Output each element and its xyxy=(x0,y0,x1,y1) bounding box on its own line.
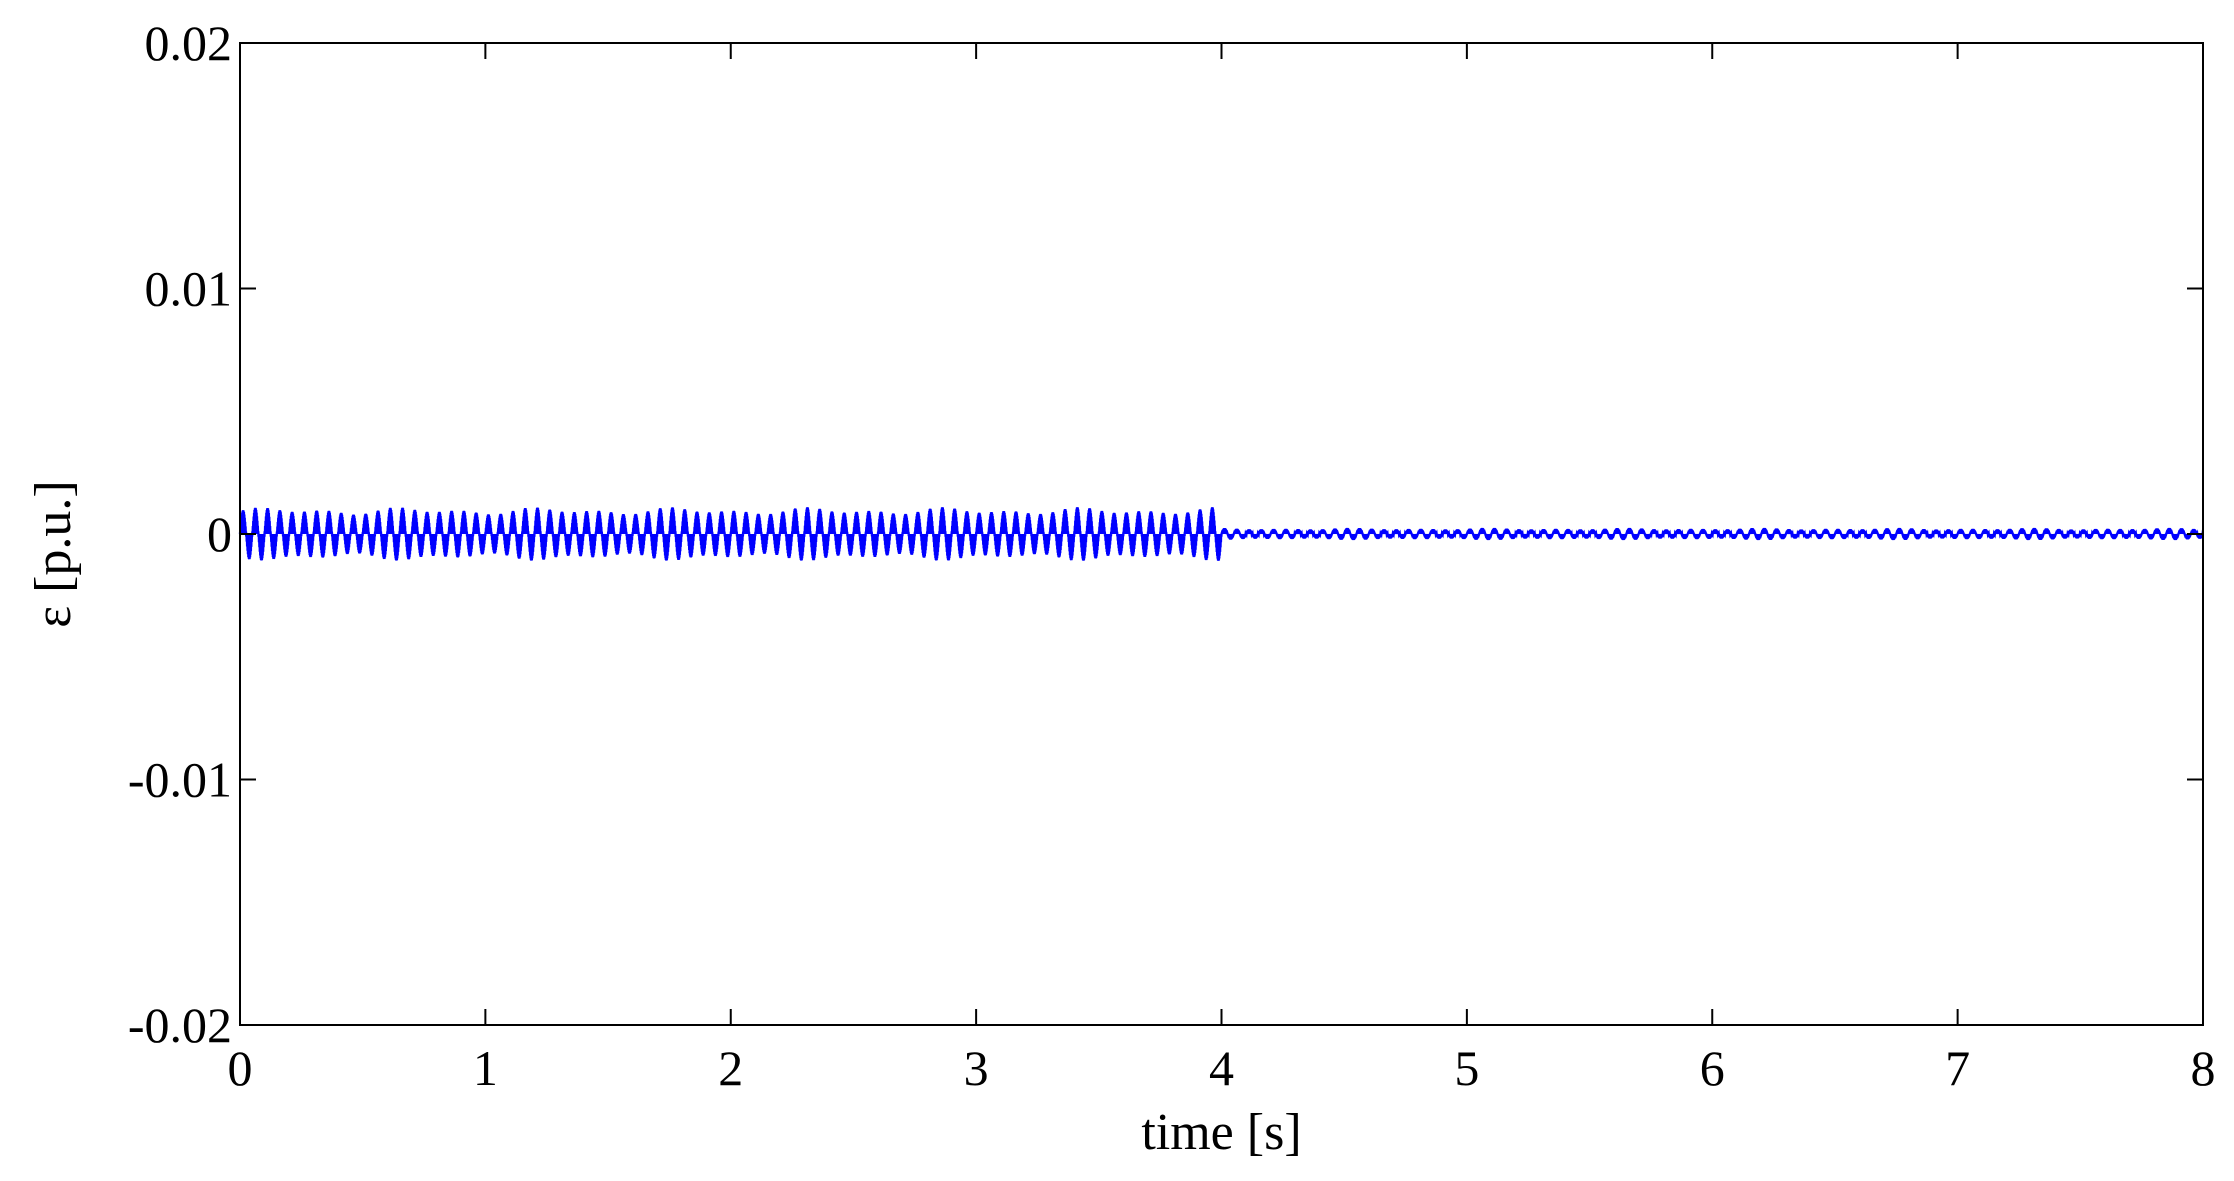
x-tick-label: 1 xyxy=(473,1040,498,1096)
x-tick-label: 0 xyxy=(228,1040,253,1096)
y-axis-label: ε [p.u.] xyxy=(25,480,82,627)
x-tick-label: 8 xyxy=(2191,1040,2216,1096)
y-tick-label: -0.01 xyxy=(128,752,232,808)
x-tick-label: 4 xyxy=(1209,1040,1234,1096)
y-tick-label: 0.01 xyxy=(145,261,233,317)
x-tick-label: 3 xyxy=(964,1040,989,1096)
x-tick-label: 7 xyxy=(1945,1040,1970,1096)
x-tick-label: 2 xyxy=(718,1040,743,1096)
y-tick-label: 0 xyxy=(207,506,232,562)
series-line-segment xyxy=(238,507,1223,561)
x-axis-label: time [s] xyxy=(1141,1104,1301,1161)
x-tick-label: 6 xyxy=(1700,1040,1725,1096)
x-tick-label: 5 xyxy=(1454,1040,1479,1096)
series-line-segment xyxy=(1220,527,2205,541)
y-tick-label: 0.02 xyxy=(145,15,233,71)
y-tick-label: -0.02 xyxy=(128,997,232,1053)
